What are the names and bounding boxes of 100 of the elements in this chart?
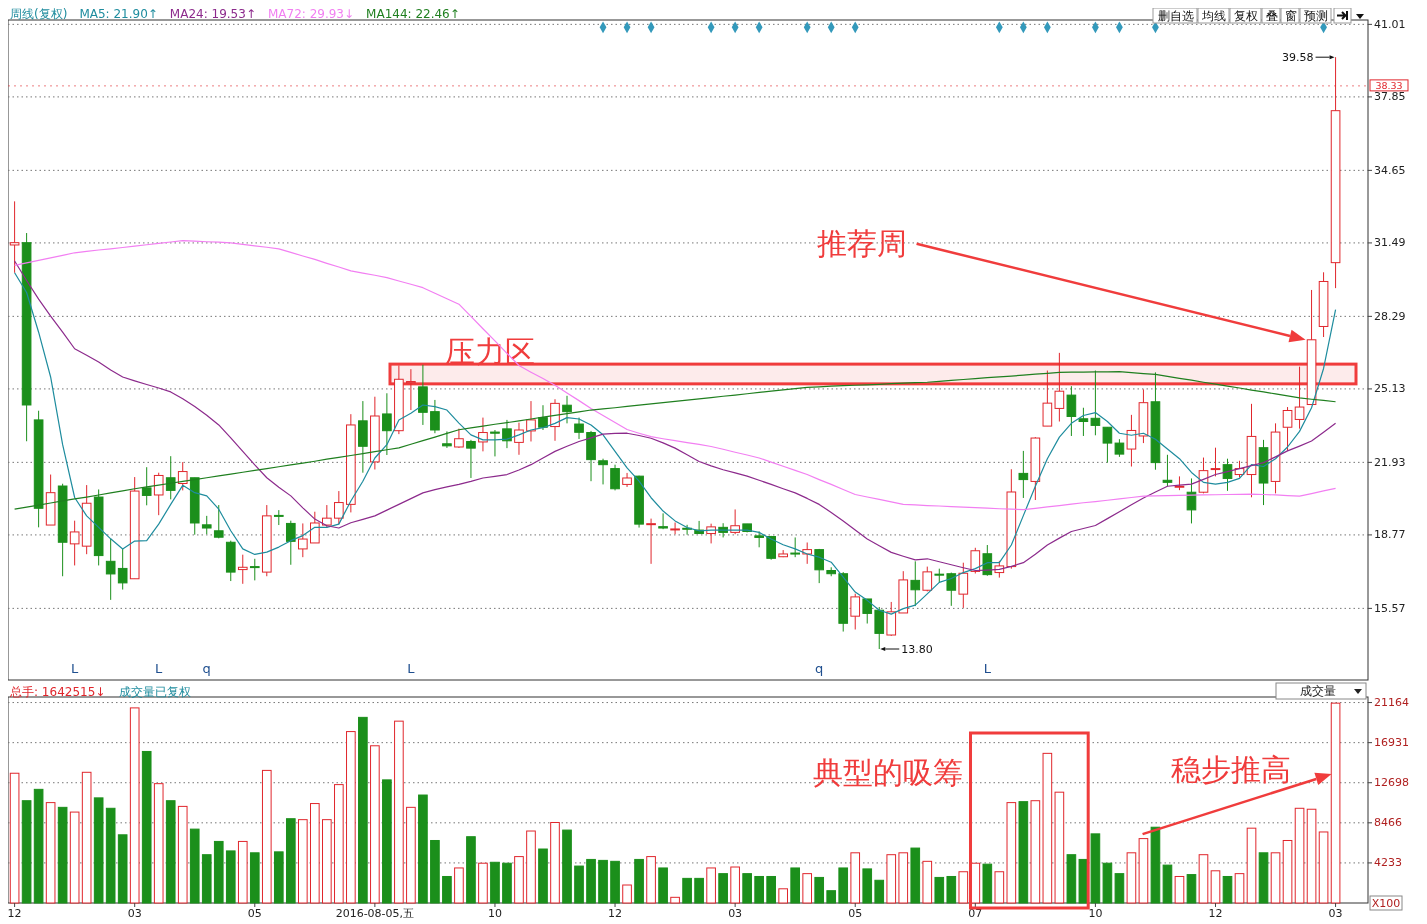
candlestick [526, 400, 536, 442]
y-tick-label: 15.57 [1374, 601, 1406, 615]
y-tick-label: 28.29 [1374, 309, 1406, 323]
candlestick [502, 419, 512, 449]
bar [1150, 826, 1161, 904]
y-tick-label: 21.93 [1374, 455, 1406, 469]
bar [826, 890, 837, 904]
bar [1270, 852, 1281, 904]
bar [682, 877, 692, 904]
bar [634, 858, 644, 904]
bar [310, 803, 320, 904]
x-tick-label: 07 [968, 907, 983, 920]
bar [1042, 752, 1053, 904]
x-tick-label: 05 [848, 907, 863, 920]
candlestick [310, 511, 320, 544]
annotation: 均线 [1201, 9, 1226, 23]
bar [1018, 801, 1029, 904]
bar [1090, 833, 1101, 904]
bar [1162, 864, 1173, 904]
x-tick-label: q [815, 661, 824, 676]
x-tick-label: 2016-08-05,五 [335, 907, 415, 920]
candlestick [249, 558, 260, 581]
y-tick-label: 37.85 [1374, 90, 1406, 104]
bar [898, 852, 909, 904]
bar [33, 788, 44, 904]
annotation: 窗 [1284, 9, 1297, 23]
candlestick [538, 404, 548, 431]
bar [1174, 875, 1185, 904]
y-tick-label: 41.01 [1374, 17, 1406, 31]
candlestick [610, 464, 620, 491]
bar [958, 871, 969, 904]
bar [370, 745, 380, 904]
candlestick [454, 428, 464, 449]
bar [141, 750, 152, 904]
candlestick [105, 538, 116, 601]
bar [201, 854, 212, 904]
bar [646, 856, 656, 904]
bar [694, 877, 704, 904]
bar [1138, 838, 1149, 904]
bar [1282, 839, 1293, 904]
candlestick [646, 518, 656, 565]
candlestick [334, 490, 344, 525]
bar [790, 867, 800, 904]
candlestick [874, 606, 885, 650]
bar [1222, 875, 1233, 904]
candlestick [1294, 366, 1305, 430]
candlestick [1186, 477, 1197, 524]
bar [850, 852, 861, 904]
candlestick [213, 504, 224, 539]
candlestick [285, 520, 296, 566]
candlestick [1126, 414, 1137, 467]
annotation: 典型的吸筹 [812, 755, 963, 790]
candlestick [1090, 370, 1101, 436]
bar [1258, 852, 1269, 904]
bar [1210, 870, 1221, 904]
bar [406, 806, 416, 904]
y-tick-label: 21164 [1374, 696, 1409, 710]
x-tick-label: 12 [608, 907, 623, 920]
bar [129, 707, 140, 904]
line-series [14, 371, 1337, 510]
bar [297, 819, 308, 904]
bar [358, 716, 368, 904]
x-tick-label: 12 [1208, 907, 1223, 920]
bar [57, 806, 68, 904]
bar [874, 879, 885, 904]
candlestick [201, 515, 212, 535]
candlestick [1018, 450, 1029, 499]
bar [514, 856, 524, 904]
candlestick [165, 455, 176, 500]
bar [322, 819, 332, 904]
y-tick-label: 18.77 [1374, 528, 1406, 542]
bar [670, 896, 680, 904]
candlestick [117, 548, 128, 591]
bar [225, 850, 236, 904]
bar [466, 836, 476, 904]
bar [526, 830, 536, 904]
bar [1114, 873, 1125, 904]
bar [117, 834, 128, 904]
text: MA24: 19.53↑ [169, 7, 256, 21]
candlestick [802, 541, 813, 565]
annotation: 预测 [1304, 9, 1328, 23]
bar [574, 865, 584, 904]
candlestick [910, 560, 921, 607]
bar [550, 821, 560, 904]
bar [610, 860, 620, 904]
candlestick [406, 368, 416, 411]
candlestick [514, 422, 524, 456]
bar [189, 828, 200, 904]
bar [105, 807, 116, 904]
candlestick [790, 536, 800, 558]
bar [994, 871, 1005, 904]
bar [1066, 854, 1077, 904]
candlestick [1066, 385, 1077, 437]
bar [45, 802, 56, 904]
x-tick-label: 05 [247, 907, 262, 920]
y-tick-label: 31.49 [1374, 236, 1406, 250]
annotation: 39.58 [1282, 50, 1314, 64]
bar [538, 848, 548, 904]
bar [478, 862, 488, 904]
bar [742, 873, 752, 904]
